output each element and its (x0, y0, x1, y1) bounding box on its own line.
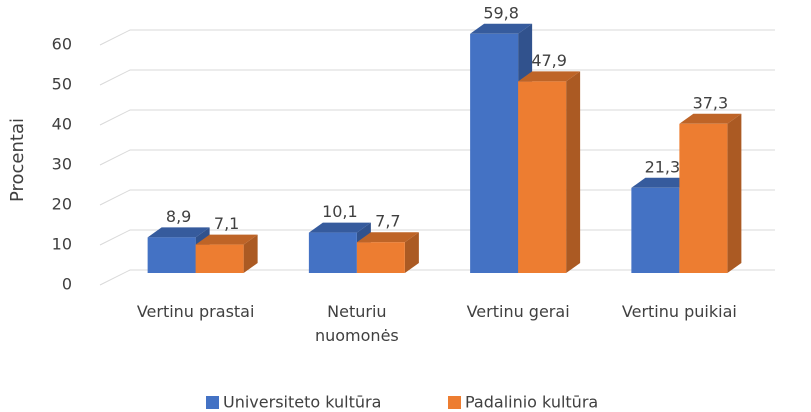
bar (308, 232, 357, 273)
bar-side (243, 234, 258, 273)
legend-label: Padalinio kultūra (465, 393, 598, 412)
bar-side (727, 113, 742, 273)
data-label: 7,7 (375, 212, 400, 231)
legend-swatch (448, 396, 461, 409)
bar-side (404, 232, 419, 273)
bar-top (679, 113, 742, 124)
y-tick-label: 20 (52, 195, 72, 214)
bar-top (356, 232, 419, 243)
data-label: 8,9 (166, 207, 191, 226)
data-label: 10,1 (322, 202, 358, 221)
bar (147, 237, 196, 273)
bar-top (518, 71, 581, 82)
bar (679, 123, 728, 273)
data-label: 37,3 (693, 93, 729, 112)
y-tick-label: 60 (52, 35, 72, 54)
bar-top (470, 23, 533, 34)
data-label: 59,8 (483, 3, 519, 22)
data-label: 21,3 (645, 157, 681, 176)
bar (518, 81, 567, 274)
grid-line (99, 69, 775, 86)
bar-top (147, 227, 210, 238)
x-tick-label: Neturiu nuomonės (314, 302, 399, 345)
legend-swatch (206, 396, 219, 409)
data-label: 7,1 (214, 214, 239, 233)
x-tick-label: Vertinu prastai (136, 302, 255, 321)
data-label: 47,9 (531, 51, 567, 70)
bar-top (308, 222, 371, 233)
bar-side (566, 71, 581, 274)
y-axis-title: Procentai (7, 118, 28, 202)
legend-label: Universiteto kultūra (223, 393, 381, 412)
y-tick-label: 30 (52, 155, 72, 174)
bar-top (195, 234, 258, 245)
grid-line (99, 109, 775, 126)
y-tick-label: 0 (62, 275, 72, 294)
bar (470, 33, 519, 273)
bar (356, 242, 405, 273)
bar (195, 244, 244, 273)
x-tick-label: Vertinu gerai (466, 302, 570, 321)
x-tick-label: Vertinu puikiai (621, 302, 737, 321)
y-tick-label: 40 (52, 115, 72, 134)
bar (631, 187, 680, 273)
bar-top (631, 177, 694, 188)
grid-line (99, 29, 775, 46)
y-tick-label: 10 (52, 235, 72, 254)
y-tick-label: 50 (52, 75, 72, 94)
